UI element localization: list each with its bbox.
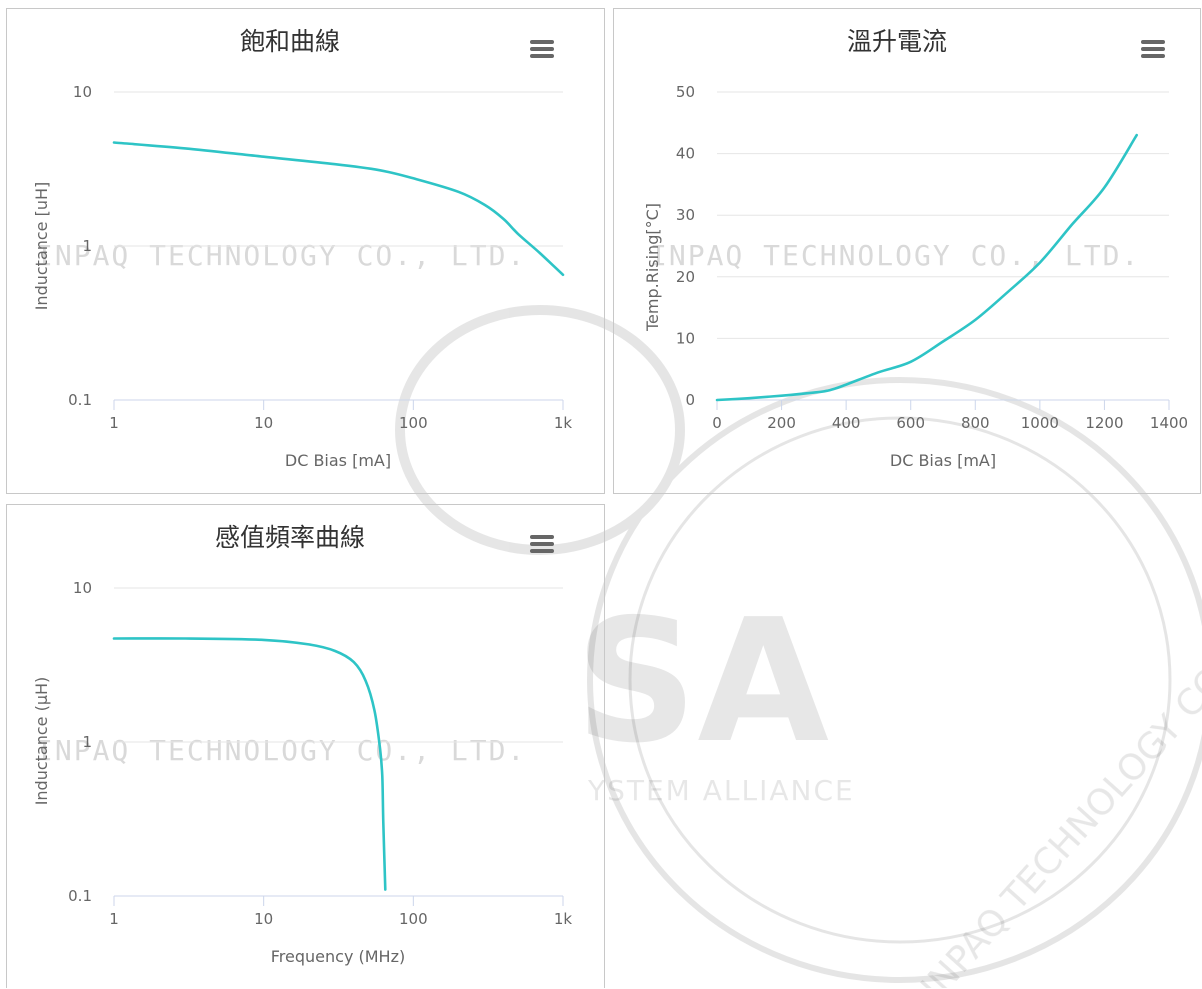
x-tick-label: 100 <box>399 910 428 928</box>
x-tick-label: 800 <box>961 414 990 432</box>
watermark-big-letters: SA <box>575 583 829 781</box>
y-tick-label: 50 <box>676 83 695 101</box>
chart-menu-button[interactable] <box>530 40 554 58</box>
y-tick-label: 20 <box>676 268 695 286</box>
x-tick-label: 1 <box>109 414 119 432</box>
y-tick-label: 40 <box>676 145 695 163</box>
chart-panel-temperature: 溫升電流 50 40 30 20 10 0 0 200 400 600 800 1000 1200 140… <box>613 8 1201 494</box>
hamburger-menu-icon-bar <box>1141 54 1165 58</box>
y-tick-label: 0.1 <box>68 887 92 905</box>
series-line <box>715 133 1138 402</box>
hamburger-menu-icon-bar <box>530 54 554 58</box>
hamburger-menu-icon <box>530 535 554 539</box>
chart-panel-saturation: 飽和曲線 10 1 0.1 1 10 100 1k DC Bias [mA] Inducta… <box>6 8 605 494</box>
x-axis-label: DC Bias [mA] <box>890 451 996 470</box>
x-tick-label: 400 <box>832 414 861 432</box>
hamburger-menu-icon <box>530 40 554 44</box>
chart-menu-button[interactable] <box>530 535 554 553</box>
x-tick-label: 1k <box>554 910 573 928</box>
series-line <box>112 141 565 277</box>
y-tick-label: 1 <box>82 733 92 751</box>
chart-title: 溫升電流 <box>847 27 947 56</box>
chart-title: 飽和曲線 <box>240 27 340 56</box>
y-axis-label: Inductance [uH] <box>32 182 51 311</box>
y-tick-label: 10 <box>73 579 92 597</box>
saturation-chart: 飽和曲線 10 1 0.1 1 10 100 1k DC Bias [mA] Inducta… <box>32 27 573 470</box>
hamburger-menu-icon-bar <box>530 549 554 553</box>
y-axis-label: Inductance (µH) <box>32 677 51 806</box>
hamburger-menu-icon-bar <box>530 542 554 546</box>
y-tick-label: 30 <box>676 206 695 224</box>
x-tick-label: 1 <box>109 910 119 928</box>
chart-menu-button[interactable] <box>1141 40 1165 58</box>
y-tick-label: 10 <box>73 83 92 101</box>
x-axis-label: DC Bias [mA] <box>285 451 391 470</box>
seal-inner-ring <box>628 416 1172 944</box>
x-tick-label: 1400 <box>1150 414 1188 432</box>
x-tick-label: 1000 <box>1021 414 1059 432</box>
x-tick-label: 1k <box>554 414 573 432</box>
x-tick-label: 0 <box>712 414 722 432</box>
x-tick-label: 10 <box>254 910 273 928</box>
series-line <box>112 637 387 891</box>
hamburger-menu-icon-bar <box>1141 47 1165 51</box>
y-tick-label: 1 <box>82 237 92 255</box>
x-axis-label: Frequency (MHz) <box>271 947 405 966</box>
y-axis-label: Temp.Rising[°C] <box>643 203 662 332</box>
x-tick-label: 200 <box>767 414 796 432</box>
x-tick-label: 600 <box>896 414 925 432</box>
y-tick-label: 0 <box>685 391 695 409</box>
frequency-chart: 感值頻率曲線 10 1 0.1 1 10 100 1k Frequency (MHz) In… <box>32 523 573 966</box>
hamburger-menu-icon <box>1141 40 1165 44</box>
watermark-alliance: YSTEM ALLIANCE <box>587 774 855 807</box>
chart-panel-frequency: 感值頻率曲線 10 1 0.1 1 10 100 1k Frequency (MHz) In… <box>6 504 605 988</box>
x-tick-label: 100 <box>399 414 428 432</box>
x-tick-label: 1200 <box>1085 414 1123 432</box>
y-tick-label: 0.1 <box>68 391 92 409</box>
y-tick-label: 10 <box>676 329 695 347</box>
x-tick-label: 10 <box>254 414 273 432</box>
chart-title: 感值頻率曲線 <box>215 523 365 552</box>
hamburger-menu-icon-bar <box>530 47 554 51</box>
